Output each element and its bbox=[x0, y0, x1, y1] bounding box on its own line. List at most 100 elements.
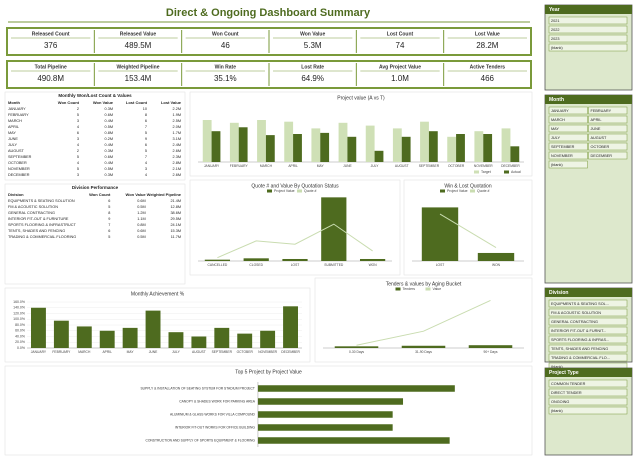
slicer-item-label: JULY bbox=[551, 136, 560, 140]
slicer-item-label: (blank) bbox=[551, 409, 563, 413]
table-cell: FM & ACOUSTIC SOLUTION bbox=[8, 205, 58, 209]
slicer-item[interactable] bbox=[548, 16, 628, 25]
slicer-item[interactable] bbox=[548, 299, 628, 308]
table-cell: 2.3M bbox=[173, 155, 181, 159]
slicer-title: Year bbox=[549, 7, 560, 13]
slicer-item[interactable] bbox=[588, 133, 628, 142]
slicer-item[interactable] bbox=[548, 353, 628, 362]
table-cell: JULY bbox=[8, 143, 17, 147]
table-cell: 4 bbox=[77, 161, 79, 165]
table-cell: 7 bbox=[145, 155, 147, 159]
y-tick-label: 60.0% bbox=[15, 329, 25, 333]
slicer-item[interactable] bbox=[588, 142, 628, 151]
bar bbox=[260, 330, 276, 348]
slicer-item-label: JANUARY bbox=[551, 109, 569, 113]
bar bbox=[477, 252, 515, 261]
slicer-item[interactable] bbox=[548, 379, 628, 388]
slicer-item[interactable] bbox=[548, 344, 628, 353]
table-cell: 0.8M bbox=[105, 131, 113, 135]
slicer-item-label: (blank) bbox=[551, 46, 563, 50]
x-tick-label: FEBRUARY bbox=[52, 350, 71, 354]
slicer-item[interactable] bbox=[588, 115, 628, 124]
slicer-item[interactable] bbox=[548, 133, 588, 142]
table-cell: TRADING & COMMERCIAL FLOORING bbox=[8, 235, 76, 239]
slicer-item[interactable] bbox=[548, 106, 588, 115]
table-cell: FEBRUARY bbox=[8, 113, 29, 117]
legend-swatch bbox=[297, 189, 302, 193]
bar bbox=[421, 207, 459, 261]
slicer-item[interactable] bbox=[548, 335, 628, 344]
kpi-label: Lost Count bbox=[387, 31, 414, 37]
x-tick-label: AUGUST bbox=[395, 164, 409, 168]
table-cell: 0.4M bbox=[105, 143, 113, 147]
bar bbox=[311, 128, 321, 162]
x-tick-label: OCTOBER bbox=[448, 164, 465, 168]
slicer-item-label: (blank) bbox=[551, 163, 563, 167]
bar bbox=[211, 131, 221, 162]
table-cell: 0.6M bbox=[137, 199, 145, 203]
x-tick-label: JANUARY bbox=[204, 164, 220, 168]
slicer-item-label: FM & ACOUSTIC SOLUTION bbox=[551, 311, 601, 315]
x-tick-label: NOVEMBER bbox=[258, 350, 277, 354]
slicer-item[interactable] bbox=[548, 406, 628, 415]
bar bbox=[283, 306, 298, 348]
category-label: SUPPLY & INSTALLATION OF SEATING SYSTEM … bbox=[140, 386, 255, 390]
legend-swatch bbox=[470, 189, 475, 193]
slicer-item[interactable] bbox=[548, 388, 628, 397]
table-header: Won Value bbox=[93, 100, 114, 105]
x-tick-label: MAY bbox=[317, 164, 325, 168]
slicer-item-label: INTERIOR FIT-OUT & FURNIT... bbox=[551, 329, 606, 333]
chart-title: Quote # and Value By Quotation Status bbox=[251, 183, 339, 189]
slicer-item[interactable] bbox=[548, 34, 628, 43]
table-cell: 5 bbox=[77, 167, 79, 171]
bar bbox=[76, 326, 92, 348]
slicer-item[interactable] bbox=[548, 25, 628, 34]
table-cell: 6 bbox=[108, 199, 110, 203]
kpi-value: 5.3M bbox=[304, 41, 322, 50]
table-cell: 5 bbox=[108, 205, 110, 209]
table-cell: NOVEMBER bbox=[8, 167, 30, 171]
category-label: INTERIOR FIT-OUT WORKS FOR OFFICE BUILDI… bbox=[175, 425, 256, 429]
x-tick-label: SEPTEMBER bbox=[419, 164, 440, 168]
line bbox=[217, 223, 373, 259]
table-cell: 8 bbox=[108, 211, 110, 215]
table-cell: 6 bbox=[145, 143, 147, 147]
slicer-item[interactable] bbox=[548, 151, 588, 160]
bar bbox=[334, 346, 379, 348]
kpi-value: 153.4M bbox=[125, 74, 152, 83]
slicer-item-label: JUNE bbox=[591, 127, 601, 131]
y-tick-label: 0.0% bbox=[17, 346, 25, 350]
x-tick-label: SEPTEMBER bbox=[212, 350, 233, 354]
bar bbox=[257, 411, 393, 418]
kpi-label: Released Count bbox=[32, 31, 70, 37]
slicer-item[interactable] bbox=[548, 124, 588, 133]
bar bbox=[204, 259, 231, 261]
slicer-item[interactable] bbox=[548, 43, 628, 52]
slicer-item[interactable] bbox=[548, 317, 628, 326]
table-cell: 2.5M bbox=[173, 119, 181, 123]
slicer-item[interactable] bbox=[548, 115, 588, 124]
slicer-item[interactable] bbox=[548, 160, 588, 169]
slicer-item[interactable] bbox=[588, 124, 628, 133]
bar bbox=[168, 332, 184, 348]
table-cell: 4 bbox=[77, 125, 79, 129]
bar bbox=[284, 121, 294, 162]
table-cell: 7 bbox=[145, 125, 147, 129]
slicer-item[interactable] bbox=[548, 308, 628, 317]
slicer-item[interactable] bbox=[548, 326, 628, 335]
bar bbox=[321, 197, 347, 261]
slicer-item[interactable] bbox=[588, 106, 628, 115]
bar bbox=[237, 333, 253, 348]
slicer-item[interactable] bbox=[548, 142, 588, 151]
bar bbox=[214, 327, 230, 348]
line bbox=[356, 299, 491, 346]
table-cell: 0.5M bbox=[105, 125, 113, 129]
bar bbox=[347, 136, 357, 162]
table-cell: 0.4M bbox=[105, 161, 113, 165]
slicer-item[interactable] bbox=[588, 151, 628, 160]
slicer-item[interactable] bbox=[548, 397, 628, 406]
table-cell: 3 bbox=[77, 119, 79, 123]
chart-title: Top 5 Project by Project Value bbox=[235, 369, 302, 375]
x-tick-label: JULY bbox=[371, 164, 380, 168]
table-cell: 6 bbox=[77, 131, 79, 135]
